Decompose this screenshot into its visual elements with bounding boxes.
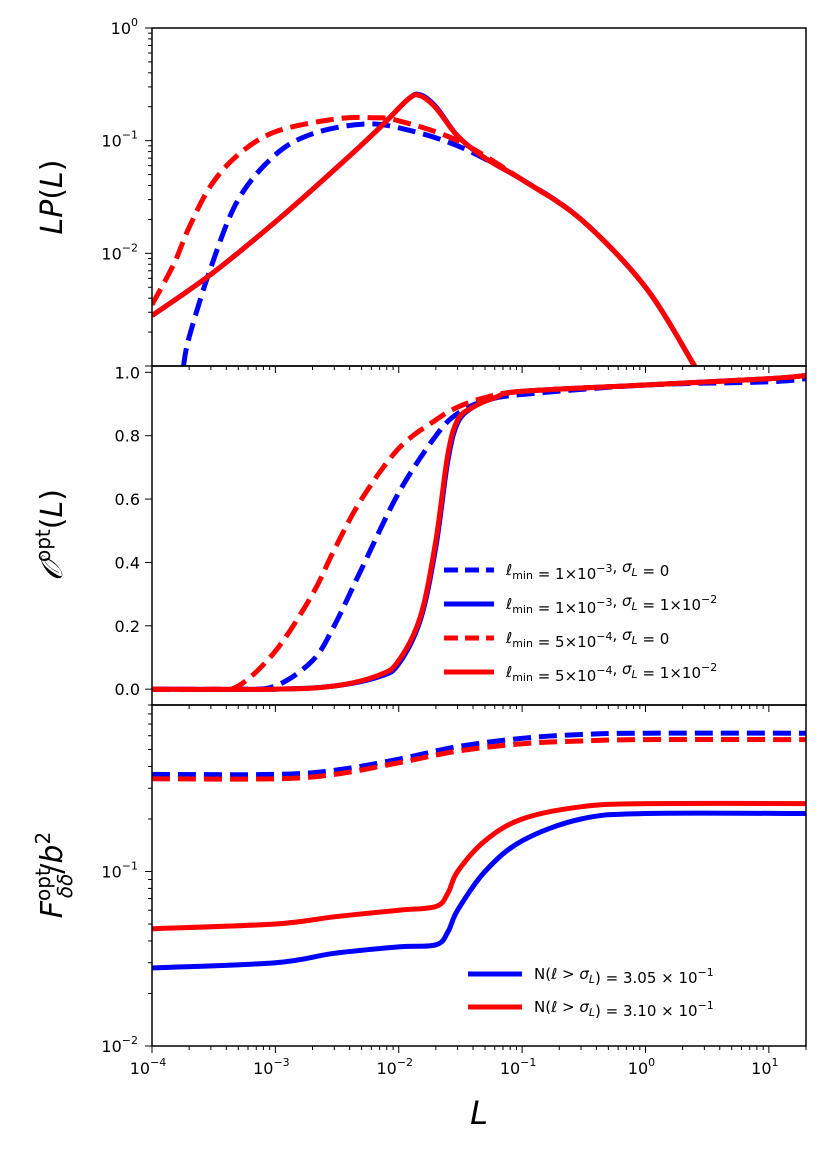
x-tick-label: 100 <box>628 1056 655 1078</box>
x-tick-label: 10−1 <box>500 1056 537 1078</box>
series-line-0 <box>152 810 806 971</box>
y-tick-label: 10−2 <box>101 241 138 263</box>
x-tick-label: 10−4 <box>130 1056 167 1078</box>
legend-label-2: ℓmin = 5×10−4, σL = 0 <box>505 626 669 651</box>
x-tick-label: 10−2 <box>376 1056 413 1078</box>
series-line-3 <box>152 92 697 366</box>
y-axis-label-middle: 𝒪opt(L) <box>31 489 70 581</box>
y-tick-label: 10−2 <box>101 1034 138 1056</box>
y-axis-label-top: LP(L) <box>35 160 70 235</box>
y-tick-label: 0.6 <box>115 490 140 509</box>
y-tick-label: 0.4 <box>115 553 140 572</box>
series-line-0 <box>181 121 697 366</box>
plot-frame <box>151 365 807 706</box>
legend-middle: ℓmin = 1×10−3, σL = 0 ℓmin = 1×10−3, σL =… <box>444 558 717 685</box>
y-tick-label: 10−1 <box>101 129 138 151</box>
series-line-2 <box>152 114 697 366</box>
series-group <box>152 91 697 366</box>
y-axis-label-bottom: Foptδδ/b2 <box>31 832 77 918</box>
plot-frame <box>151 704 807 1047</box>
y-tick-label: 100 <box>111 16 138 38</box>
series-line-2 <box>152 730 806 778</box>
series-line-1 <box>152 373 806 692</box>
y-tick-label: 1.0 <box>115 363 140 382</box>
series-group <box>152 730 806 971</box>
series-line-2 <box>152 373 806 693</box>
legend-bottom: N(ℓ > σL) = 3.05 × 10−1 N(ℓ > σL) = 3.10 … <box>468 965 714 1020</box>
panel-top: 10−2 10−1 100 <box>101 16 807 373</box>
legend-label-1: N(ℓ > σL) = 3.10 × 10−1 <box>534 998 714 1020</box>
series-line-3 <box>152 373 806 692</box>
panel-middle: 0.0 0.2 0.4 0.6 0.8 1.0 <box>115 363 807 712</box>
legend-label-0: N(ℓ > σL) = 3.05 × 10−1 <box>534 965 714 987</box>
series-line-3 <box>152 737 806 782</box>
x-tick-label: 101 <box>751 1056 778 1078</box>
y-tick-label: 0.2 <box>115 617 140 636</box>
series-line-0 <box>152 376 806 692</box>
legend-label-0: ℓmin = 1×10−3, σL = 0 <box>505 558 669 583</box>
x-tick-label: 10−3 <box>253 1056 290 1078</box>
plot-frame <box>151 27 807 367</box>
x-axis-label: L <box>470 1094 488 1132</box>
series-group <box>152 373 806 693</box>
legend-label-3: ℓmin = 5×10−4, σL = 1×10−2 <box>505 660 717 685</box>
legend-label-1: ℓmin = 1×10−3, σL = 1×10−2 <box>505 592 717 617</box>
panel-bottom: 10−4 10−3 10−2 10−1 100 101 10−2 10−1 <box>101 704 807 1078</box>
y-tick-label: 0.8 <box>115 427 140 446</box>
series-line-1 <box>152 800 806 932</box>
y-tick-label: 0.0 <box>115 680 140 699</box>
y-tick-label: 10−1 <box>101 860 138 882</box>
